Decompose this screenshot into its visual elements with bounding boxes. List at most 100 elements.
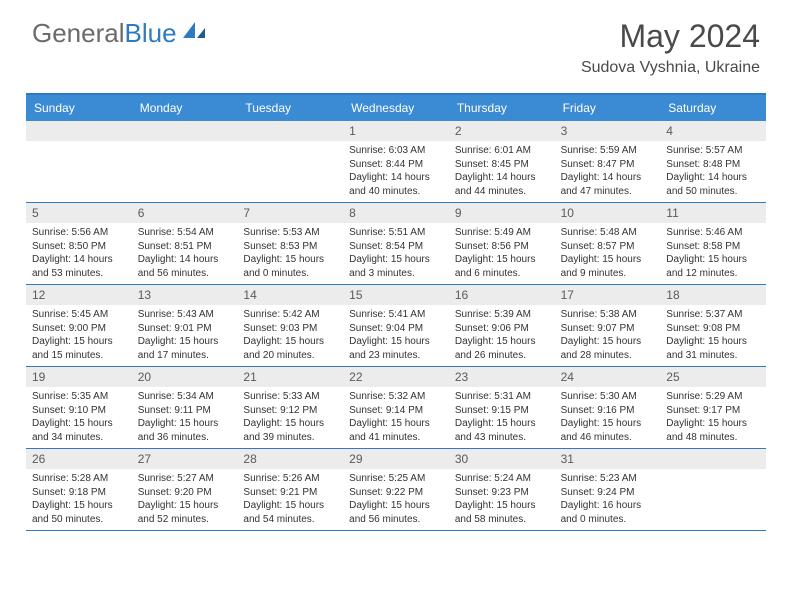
day-number: 4	[660, 121, 766, 141]
daylight-text: Daylight: 15 hours and 9 minutes.	[561, 253, 655, 280]
day-info-row: Sunrise: 5:28 AMSunset: 9:18 PMDaylight:…	[26, 469, 766, 530]
sunrise-text: Sunrise: 5:31 AM	[455, 390, 549, 404]
sail-icon	[181, 20, 207, 47]
sunrise-text: Sunrise: 5:51 AM	[349, 226, 443, 240]
day-info: Sunrise: 5:53 AMSunset: 8:53 PMDaylight:…	[237, 223, 343, 284]
sunrise-text: Sunrise: 5:42 AM	[243, 308, 337, 322]
daylight-text: Daylight: 15 hours and 39 minutes.	[243, 417, 337, 444]
day-info: Sunrise: 5:33 AMSunset: 9:12 PMDaylight:…	[237, 387, 343, 448]
daylight-text: Daylight: 14 hours and 53 minutes.	[32, 253, 126, 280]
day-header: Tuesday	[237, 95, 343, 121]
logo-gray: General	[32, 18, 125, 48]
sunrise-text: Sunrise: 5:43 AM	[138, 308, 232, 322]
day-number: 16	[449, 285, 555, 305]
daylight-text: Daylight: 15 hours and 50 minutes.	[32, 499, 126, 526]
sunset-text: Sunset: 8:51 PM	[138, 240, 232, 254]
sunset-text: Sunset: 9:08 PM	[666, 322, 760, 336]
daylight-text: Daylight: 14 hours and 56 minutes.	[138, 253, 232, 280]
day-info	[132, 141, 238, 202]
day-number: 1	[343, 121, 449, 141]
sunrise-text: Sunrise: 5:38 AM	[561, 308, 655, 322]
sunset-text: Sunset: 8:53 PM	[243, 240, 337, 254]
page-header: GeneralBlue May 2024 Sudova Vyshnia, Ukr…	[0, 0, 792, 85]
day-info: Sunrise: 5:59 AMSunset: 8:47 PMDaylight:…	[555, 141, 661, 202]
day-number-row: 262728293031	[26, 449, 766, 469]
day-info: Sunrise: 5:57 AMSunset: 8:48 PMDaylight:…	[660, 141, 766, 202]
day-number: 26	[26, 449, 132, 469]
daylight-text: Daylight: 15 hours and 6 minutes.	[455, 253, 549, 280]
sunset-text: Sunset: 9:06 PM	[455, 322, 549, 336]
daylight-text: Daylight: 14 hours and 47 minutes.	[561, 171, 655, 198]
daylight-text: Daylight: 15 hours and 20 minutes.	[243, 335, 337, 362]
day-number: 6	[132, 203, 238, 223]
day-info: Sunrise: 5:32 AMSunset: 9:14 PMDaylight:…	[343, 387, 449, 448]
sunrise-text: Sunrise: 5:57 AM	[666, 144, 760, 158]
sunrise-text: Sunrise: 5:32 AM	[349, 390, 443, 404]
week-row: 12131415161718Sunrise: 5:45 AMSunset: 9:…	[26, 285, 766, 367]
sunset-text: Sunset: 8:56 PM	[455, 240, 549, 254]
day-info: Sunrise: 5:54 AMSunset: 8:51 PMDaylight:…	[132, 223, 238, 284]
sunrise-text: Sunrise: 5:56 AM	[32, 226, 126, 240]
sunset-text: Sunset: 9:22 PM	[349, 486, 443, 500]
day-number: 8	[343, 203, 449, 223]
location: Sudova Vyshnia, Ukraine	[581, 59, 760, 77]
sunset-text: Sunset: 9:04 PM	[349, 322, 443, 336]
day-info: Sunrise: 6:03 AMSunset: 8:44 PMDaylight:…	[343, 141, 449, 202]
logo-blue: Blue	[125, 18, 177, 48]
sunset-text: Sunset: 9:24 PM	[561, 486, 655, 500]
daylight-text: Daylight: 15 hours and 41 minutes.	[349, 417, 443, 444]
sunrise-text: Sunrise: 5:35 AM	[32, 390, 126, 404]
sunrise-text: Sunrise: 5:26 AM	[243, 472, 337, 486]
day-number: 28	[237, 449, 343, 469]
daylight-text: Daylight: 15 hours and 0 minutes.	[243, 253, 337, 280]
day-number: 5	[26, 203, 132, 223]
sunset-text: Sunset: 9:15 PM	[455, 404, 549, 418]
day-info-row: Sunrise: 5:35 AMSunset: 9:10 PMDaylight:…	[26, 387, 766, 448]
sunset-text: Sunset: 9:23 PM	[455, 486, 549, 500]
daylight-text: Daylight: 15 hours and 31 minutes.	[666, 335, 760, 362]
day-number: 22	[343, 367, 449, 387]
day-number: 20	[132, 367, 238, 387]
sunrise-text: Sunrise: 5:37 AM	[666, 308, 760, 322]
sunrise-text: Sunrise: 5:23 AM	[561, 472, 655, 486]
day-number	[132, 121, 238, 141]
day-number: 23	[449, 367, 555, 387]
day-info: Sunrise: 5:26 AMSunset: 9:21 PMDaylight:…	[237, 469, 343, 530]
daylight-text: Daylight: 15 hours and 3 minutes.	[349, 253, 443, 280]
day-number: 18	[660, 285, 766, 305]
daylight-text: Daylight: 15 hours and 36 minutes.	[138, 417, 232, 444]
day-number: 21	[237, 367, 343, 387]
weeks-container: 1 23 4 Sunrise: 6:03 AMSunset: 8:44 PMDayli…	[26, 121, 766, 531]
sunset-text: Sunset: 9:07 PM	[561, 322, 655, 336]
day-info: Sunrise: 5:39 AMSunset: 9:06 PMDaylight:…	[449, 305, 555, 366]
day-info: Sunrise: 5:30 AMSunset: 9:16 PMDaylight:…	[555, 387, 661, 448]
day-info: Sunrise: 5:51 AMSunset: 8:54 PMDaylight:…	[343, 223, 449, 284]
daylight-text: Daylight: 15 hours and 23 minutes.	[349, 335, 443, 362]
sunset-text: Sunset: 9:11 PM	[138, 404, 232, 418]
daylight-text: Daylight: 15 hours and 28 minutes.	[561, 335, 655, 362]
day-header: Saturday	[660, 95, 766, 121]
day-number: 24	[555, 367, 661, 387]
sunset-text: Sunset: 9:14 PM	[349, 404, 443, 418]
week-row: 19202122232425Sunrise: 5:35 AMSunset: 9:…	[26, 367, 766, 449]
day-header: Wednesday	[343, 95, 449, 121]
sunrise-text: Sunrise: 6:01 AM	[455, 144, 549, 158]
day-number: 2	[449, 121, 555, 141]
sunset-text: Sunset: 8:57 PM	[561, 240, 655, 254]
daylight-text: Daylight: 14 hours and 40 minutes.	[349, 171, 443, 198]
day-info	[660, 469, 766, 530]
day-info: Sunrise: 5:41 AMSunset: 9:04 PMDaylight:…	[343, 305, 449, 366]
sunrise-text: Sunrise: 5:28 AM	[32, 472, 126, 486]
sunrise-text: Sunrise: 5:41 AM	[349, 308, 443, 322]
day-number-row: 567891011	[26, 203, 766, 223]
day-info: Sunrise: 5:34 AMSunset: 9:11 PMDaylight:…	[132, 387, 238, 448]
day-info: Sunrise: 5:45 AMSunset: 9:00 PMDaylight:…	[26, 305, 132, 366]
sunrise-text: Sunrise: 5:45 AM	[32, 308, 126, 322]
daylight-text: Daylight: 14 hours and 44 minutes.	[455, 171, 549, 198]
sunrise-text: Sunrise: 5:34 AM	[138, 390, 232, 404]
daylight-text: Daylight: 15 hours and 46 minutes.	[561, 417, 655, 444]
sunset-text: Sunset: 9:18 PM	[32, 486, 126, 500]
day-header: Sunday	[26, 95, 132, 121]
sunset-text: Sunset: 8:44 PM	[349, 158, 443, 172]
day-number: 11	[660, 203, 766, 223]
